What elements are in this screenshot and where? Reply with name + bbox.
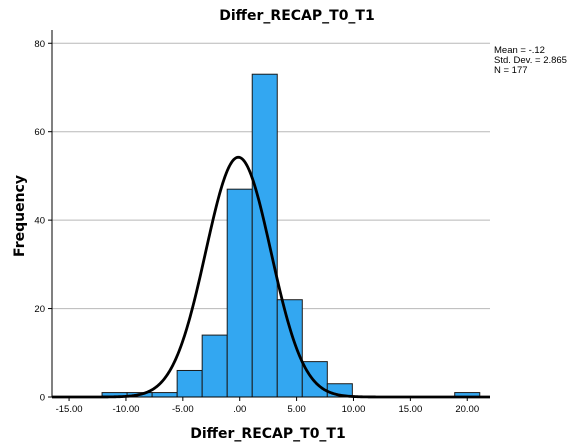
x-tick-label: -5.00	[172, 404, 194, 415]
stat-mean: Mean = -.12	[494, 45, 545, 56]
x-tick-label: -10.00	[112, 404, 139, 415]
stat-std-dev: Std. Dev. = 2.865	[494, 55, 567, 66]
y-tick-label: 0	[40, 393, 45, 404]
histogram-bar	[176, 369, 203, 398]
stats-box: Mean = -.12 Std. Dev. = 2.865 N = 177	[494, 45, 567, 76]
x-axis-ticks: -15.00 -10.00 -5.00 .00 5.00 10.00 15.00 20.00	[56, 397, 479, 415]
x-tick-label: 10.00	[342, 404, 366, 415]
histogram-bar	[276, 299, 303, 398]
y-axis-label: Frequency	[12, 175, 28, 257]
x-tick-label: .00	[233, 404, 246, 415]
histogram-bar	[251, 73, 278, 398]
x-axis-label: Differ_RECAP_T0_T1	[190, 426, 345, 442]
y-tick-label: 60	[34, 127, 45, 138]
x-tick-label: 20.00	[455, 404, 479, 415]
histogram-bar	[151, 392, 178, 398]
x-tick-label: -15.00	[56, 404, 83, 415]
y-tick-label: 40	[34, 216, 45, 227]
histogram-bar	[226, 188, 253, 398]
stat-n: N = 177	[494, 65, 528, 76]
histogram-bar	[301, 361, 328, 398]
y-axis-ticks: 0 20 40 60 80	[34, 39, 52, 404]
x-tick-label: 15.00	[398, 404, 422, 415]
y-tick-label: 20	[34, 304, 45, 315]
bars	[101, 73, 481, 398]
chart-title: Differ_RECAP_T0_T1	[219, 8, 374, 24]
x-tick-label: 5.00	[287, 404, 306, 415]
y-tick-label: 80	[34, 39, 45, 50]
histogram-bar	[201, 334, 228, 398]
